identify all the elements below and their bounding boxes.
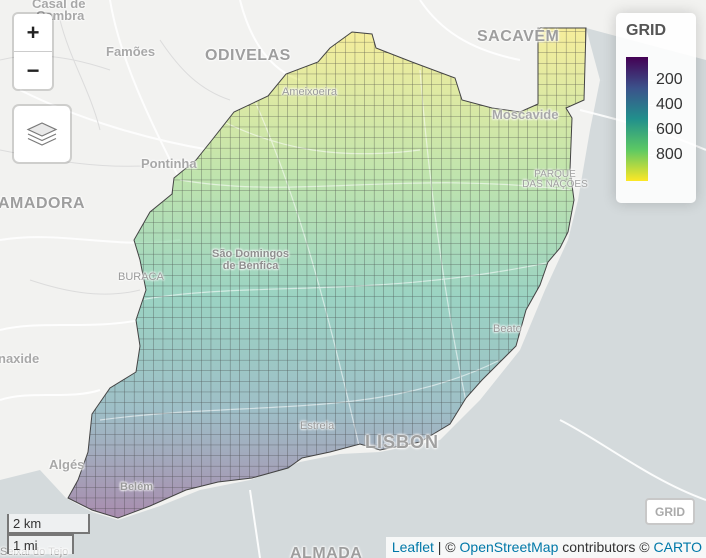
scale-imperial: 1 mi [7,534,74,554]
legend-tick [649,80,655,81]
osm-link[interactable]: OpenStreetMap [459,539,559,555]
legend-tick [649,105,655,106]
legend-label-800: 800 [656,146,683,163]
legend-colorbar [626,57,648,181]
leaflet-link[interactable]: Leaflet [391,539,434,555]
attribution-contributors: contributors © [558,539,654,555]
legend-tick [649,130,655,131]
carto-link[interactable]: CARTO [653,539,703,555]
legend-label-200: 200 [656,71,683,88]
layers-button[interactable] [14,106,70,162]
zoom-control: + − [14,14,52,89]
legend-label-400: 400 [656,96,683,113]
zoom-in-button[interactable]: + [14,14,52,52]
scale-bar: 2 km 1 mi [7,514,90,554]
layers-icon [26,122,58,146]
legend: GRID 200 400 600 800 [616,13,696,203]
scale-metric: 2 km [7,514,90,534]
grid-layer-toggle[interactable]: GRID [645,498,695,525]
legend-label-600: 600 [656,121,683,138]
legend-tick [649,155,655,156]
attribution-sep: | © [433,539,460,555]
tagus-river [0,80,706,558]
attribution: Leaflet | © OpenStreetMap contributors ©… [385,537,706,558]
legend-title: GRID [626,22,666,39]
zoom-out-button[interactable]: − [26,57,40,83]
